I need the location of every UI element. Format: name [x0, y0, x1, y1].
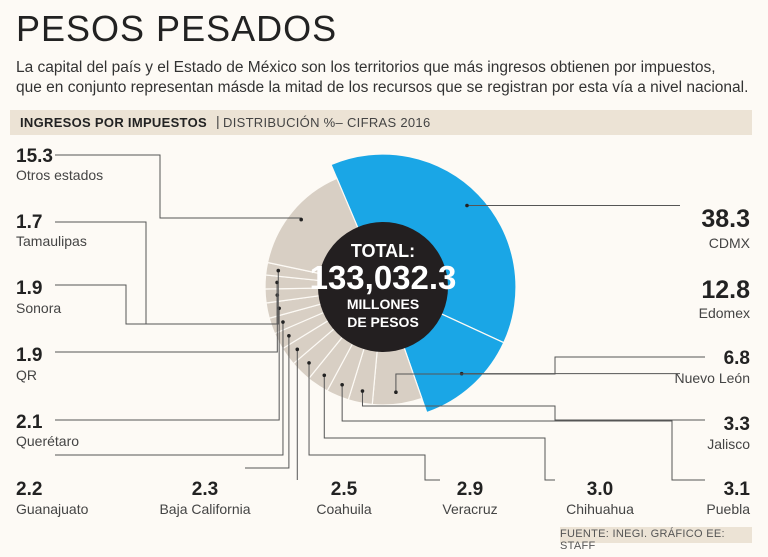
category-label-baja-california: Baja California — [159, 501, 250, 517]
category-label-chihuahua: Chihuahua — [566, 501, 634, 517]
category-label-guanajuato: Guanajuato — [16, 501, 89, 517]
leader-dot-veracruz — [307, 361, 311, 365]
page-title: PESOS PESADOS — [16, 8, 338, 49]
leader-line-chihuahua — [323, 375, 555, 481]
chart-subtitle: DISTRIBUCIÓN %– CIFRAS 2016 — [223, 115, 431, 130]
value-label-cdmx: 38.3 — [701, 205, 750, 233]
value-label-qr: 1.9 — [16, 345, 42, 366]
leader-line-puebla — [341, 384, 705, 481]
value-label-veracruz: 2.9 — [457, 479, 483, 500]
leader-dot-guanajuato — [281, 320, 285, 324]
leader-line-sonora — [55, 282, 278, 325]
category-label-veracruz: Veracruz — [442, 501, 497, 517]
chart-title: INGRESOS POR IMPUESTOS — [20, 115, 207, 130]
leader-dot-jalisco — [360, 389, 365, 393]
center-unit-line-2: DE PESOS — [347, 314, 419, 330]
center-disc — [318, 222, 448, 352]
leader-line-otros-estados — [55, 154, 302, 220]
leader-dot-tamaulipas — [276, 268, 281, 273]
category-label-cdmx: CDMX — [709, 235, 751, 251]
category-label-edomex: Edomex — [699, 305, 750, 321]
value-label-edomex: 12.8 — [701, 276, 750, 304]
leader-dot-coahuila — [295, 347, 300, 352]
leader-line-nuevo-leon — [395, 356, 705, 393]
leader-line-queretaro — [55, 308, 280, 421]
subtitle-line-1: La capital del país y el Estado de Méxic… — [16, 59, 716, 76]
category-label-qr: QR — [16, 367, 37, 383]
leader-line-veracruz — [308, 362, 440, 481]
band-separator: | — [216, 113, 220, 129]
value-label-queretaro: 2.1 — [16, 412, 43, 433]
category-label-nuevo-leon: Nuevo León — [674, 370, 750, 386]
category-label-puebla: Puebla — [706, 501, 750, 517]
chart-header-band: INGRESOS POR IMPUESTOS | DISTRIBUCIÓN %–… — [10, 110, 752, 135]
category-label-tamaulipas: Tamaulipas — [16, 233, 87, 249]
value-label-baja-california: 2.3 — [192, 479, 218, 500]
leader-dot-cdmx — [465, 203, 469, 208]
category-label-coahuila: Coahuila — [316, 501, 371, 517]
value-label-guanajuato: 2.2 — [16, 479, 42, 500]
category-label-otros-estados: Otros estados — [16, 167, 103, 183]
leader-dot-puebla — [340, 383, 344, 387]
leader-line-jalisco — [361, 390, 705, 421]
value-label-sonora: 1.9 — [16, 278, 42, 299]
value-label-nuevo-leon: 6.8 — [724, 348, 750, 369]
category-label-queretaro: Querétaro — [16, 433, 79, 449]
value-label-coahuila: 2.5 — [331, 479, 358, 500]
category-label-sonora: Sonora — [16, 300, 61, 316]
value-label-otros-estados: 15.3 — [16, 146, 53, 167]
leader-dot-otros-estados — [299, 217, 303, 222]
center-unit-line-1: MILLONES — [347, 296, 419, 312]
value-label-tamaulipas: 1.7 — [16, 212, 42, 233]
category-label-jalisco: Jalisco — [707, 436, 750, 452]
value-label-jalisco: 3.3 — [724, 414, 750, 435]
leader-dot-chihuahua — [322, 373, 327, 378]
center-total-label: TOTAL: — [351, 241, 415, 261]
value-label-puebla: 3.1 — [724, 479, 751, 500]
source-note-band: FUENTE: INEGI. GRÁFICO EE: STAFF — [560, 527, 752, 552]
value-label-chihuahua: 3.0 — [587, 479, 613, 500]
subtitle-line-2: que en conjunto representan másde la mit… — [16, 79, 749, 96]
leader-dot-nuevo-leon — [394, 390, 398, 395]
center-total-value: 133,032.3 — [310, 259, 457, 296]
leader-line-baja-california — [245, 335, 290, 469]
source-note: FUENTE: INEGI. GRÁFICO EE: STAFF — [560, 528, 725, 552]
leader-line-tamaulipas — [55, 221, 279, 325]
leader-dot-baja-california — [287, 333, 291, 338]
leader-line-guanajuato — [55, 322, 284, 456]
